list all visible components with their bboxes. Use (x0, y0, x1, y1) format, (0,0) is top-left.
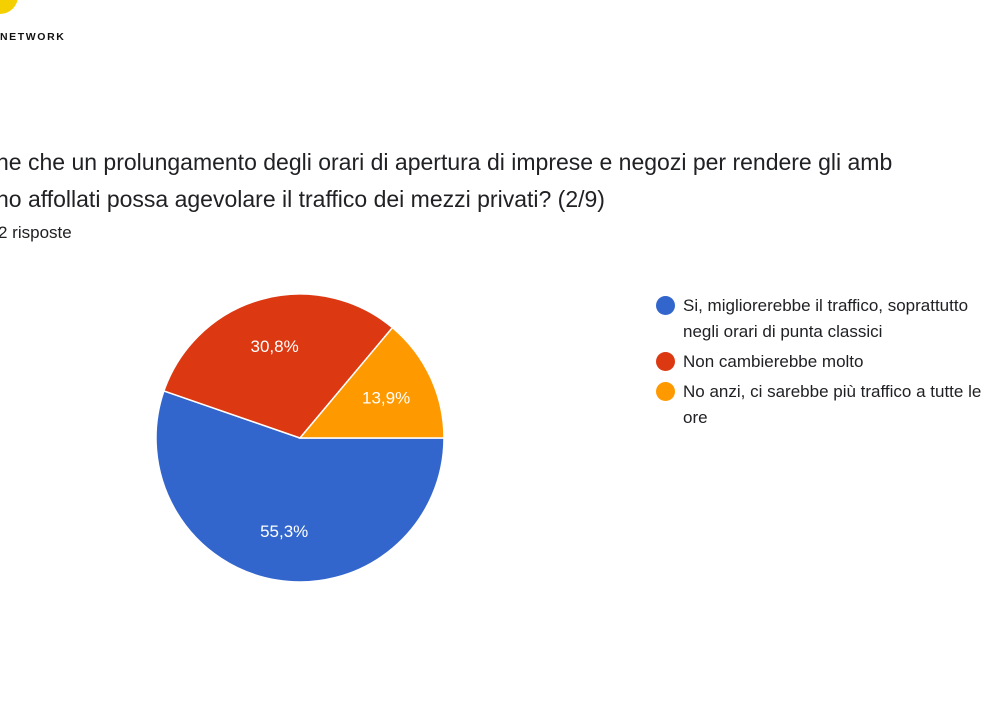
legend-dot-red (656, 352, 675, 371)
brand-name: NETWORK (0, 31, 66, 43)
pie-slice-non-cambierebbe[interactable] (162, 293, 394, 439)
legend-label-line: Non cambierebbe molto (683, 352, 864, 371)
chart-legend: Si, migliorerebbe il traffico, soprattut… (656, 293, 1000, 435)
legend-label-line: ore (683, 408, 708, 427)
slice-value-label-si: 55,3% (260, 522, 308, 541)
legend-dot-orange (656, 382, 675, 401)
brand-logo-icon (0, 0, 18, 14)
response-count: 2 risposte (0, 223, 72, 242)
legend-label-line: negli orari di punta classici (683, 322, 883, 341)
question-title: ne che un prolungamento degli orari di a… (0, 144, 1000, 218)
legend-label-line: Si, migliorerebbe il traffico, soprattut… (683, 296, 969, 315)
legend-item-non-cambierebbe[interactable]: Non cambierebbe molto (656, 349, 1000, 375)
slice-value-label-non-cambierebbe: 30,8% (250, 337, 298, 356)
slice-value-label-no-anzi: 13,9% (362, 388, 410, 407)
legend-dot-blue (656, 296, 675, 315)
legend-item-no-anzi[interactable]: No anzi, ci sarebbe più traffico a tutte… (656, 379, 1000, 431)
legend-item-si[interactable]: Si, migliorerebbe il traffico, soprattut… (656, 293, 1000, 345)
question-line-1: ne che un prolungamento degli orari di a… (0, 149, 893, 175)
question-line-2: no affollati possa agevolare il traffico… (0, 186, 605, 212)
pie-slice-si[interactable] (155, 389, 445, 583)
legend-label-line: No anzi, ci sarebbe più traffico a tutte… (683, 382, 982, 401)
pie-slice-no-anzi[interactable] (298, 326, 445, 439)
